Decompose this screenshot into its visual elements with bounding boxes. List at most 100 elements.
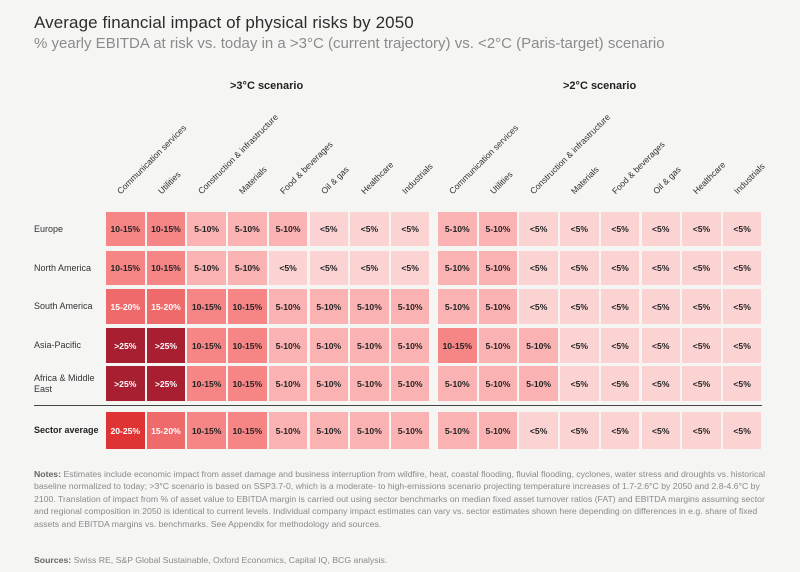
heatmap-cell: <5% [682, 251, 721, 285]
heatmap-cell: 5-10% [309, 412, 348, 449]
column-header-label: Communication services [114, 122, 189, 196]
heatmap-cell: 10-15% [106, 212, 145, 246]
column-header-label: Industrials [399, 161, 435, 196]
heatmap-cell: 10-15% [187, 412, 226, 449]
heatmap-cell: <5% [641, 328, 680, 363]
column-header-label: Communication services [446, 122, 521, 196]
heatmap-cell: <5% [350, 251, 389, 285]
heatmap-cell: >25% [146, 366, 186, 401]
notes-text: Estimates include economic impact from a… [34, 469, 766, 529]
heatmap-cell: <5% [560, 328, 599, 363]
heatmap-cell: >25% [106, 366, 145, 401]
heatmap-cell: 10-15% [187, 328, 226, 363]
heatmap-cell: 5-10% [478, 412, 518, 449]
heatmap-cell: 5-10% [268, 212, 308, 246]
column-header-label: Utilities [487, 169, 515, 196]
heatmap-cell: <5% [309, 251, 348, 285]
column-header-label: Oil & gas [650, 164, 683, 196]
chart-subtitle: % yearly EBITDA at risk vs. today in a >… [34, 35, 665, 52]
heatmap-cell: <5% [309, 212, 348, 246]
heatmap-cell: <5% [560, 251, 599, 285]
row-label: Africa & Middle East [34, 372, 95, 394]
row-label: South America [34, 301, 93, 311]
heatmap-cell: <5% [722, 251, 762, 285]
heatmap-cell: <5% [641, 251, 680, 285]
heatmap-cell: 5-10% [438, 251, 477, 285]
heatmap-cell: <5% [641, 412, 680, 449]
row-label: Sector average [34, 425, 99, 435]
heatmap-cell: 5-10% [350, 328, 389, 363]
column-header-label: Construction & infrastructure [196, 111, 281, 196]
column-header-label: Materials [237, 164, 269, 196]
heatmap-cell: 5-10% [438, 212, 477, 246]
heatmap-cell: <5% [268, 251, 308, 285]
heatmap-cell: <5% [641, 212, 680, 246]
heatmap-cell: <5% [722, 212, 762, 246]
column-header-label: Utilities [155, 169, 183, 196]
scenario-label-1: >2°C scenario [563, 80, 637, 92]
column-header-label: Materials [569, 164, 601, 196]
heatmap-cell: 5-10% [390, 412, 430, 449]
heatmap-cell: <5% [560, 412, 599, 449]
heatmap-cell: 10-15% [146, 251, 186, 285]
heatmap-cell: 20-25% [106, 412, 145, 449]
heatmap-cell: 5-10% [390, 328, 430, 363]
heatmap-cell: 5-10% [268, 289, 308, 324]
heatmap-cell: <5% [600, 251, 640, 285]
heatmap-cell: 10-15% [228, 289, 267, 324]
heatmap-cell: <5% [560, 212, 599, 246]
heatmap-cell: <5% [560, 289, 599, 324]
heatmap-cell: <5% [519, 251, 558, 285]
notes-label: Notes: [34, 469, 62, 479]
sector-average-divider [34, 405, 762, 406]
heatmap-cell: <5% [641, 366, 680, 401]
heatmap-cell: <5% [560, 366, 599, 401]
heatmap-cell: 5-10% [438, 366, 477, 401]
heatmap-cell: <5% [641, 289, 680, 324]
heatmap-cell: <5% [722, 412, 762, 449]
column-header-label: Oil & gas [318, 164, 351, 196]
heatmap-cell: 5-10% [478, 212, 518, 246]
heatmap-cell: 5-10% [228, 251, 267, 285]
heatmap-cell: <5% [722, 289, 762, 324]
heatmap-cell: 15-20% [146, 412, 186, 449]
heatmap-cell: 5-10% [187, 251, 226, 285]
heatmap-cell: <5% [682, 366, 721, 401]
sources: Sources: Swiss RE, S&P Global Sustainabl… [34, 555, 387, 565]
heatmap-cell: <5% [350, 212, 389, 246]
row-label: North America [34, 262, 92, 273]
row-label: Asia-Pacific [34, 340, 82, 350]
heatmap-cell: 5-10% [268, 366, 308, 401]
sources-text: Swiss RE, S&P Global Sustainable, Oxford… [73, 555, 388, 565]
heatmap-cell: <5% [722, 328, 762, 363]
heatmap-cell: 5-10% [309, 366, 348, 401]
chart-title: Average financial impact of physical ris… [34, 13, 414, 32]
heatmap-cell: <5% [600, 366, 640, 401]
heatmap-cell: <5% [682, 212, 721, 246]
heatmap-cell: 5-10% [350, 289, 389, 324]
heatmap-cell: 5-10% [309, 289, 348, 324]
heatmap-cell: 10-15% [438, 328, 477, 363]
heatmap-cell: <5% [600, 328, 640, 363]
heatmap-cell: <5% [600, 212, 640, 246]
heatmap-cell: 10-15% [228, 366, 267, 401]
heatmap-cell: 5-10% [390, 289, 430, 324]
heatmap-cell: 5-10% [478, 366, 518, 401]
heatmap-cell: >25% [106, 328, 145, 363]
heatmap-cell: 10-15% [187, 289, 226, 324]
heatmap-cell: 15-20% [146, 289, 186, 324]
heatmap-cell: <5% [682, 289, 721, 324]
row-label: Europe [34, 223, 64, 234]
heatmap-cell: 5-10% [478, 328, 518, 363]
heatmap-cell: 5-10% [268, 328, 308, 363]
heatmap-cell: 5-10% [268, 412, 308, 449]
heatmap-cell: <5% [390, 212, 430, 246]
heatmap-cell: 5-10% [519, 328, 558, 363]
heatmap-cell: <5% [519, 289, 558, 324]
sources-label: Sources: [34, 555, 72, 565]
heatmap-cell: 5-10% [519, 366, 558, 401]
column-header-label: Healthcare [359, 159, 396, 196]
heatmap-cell: 5-10% [478, 289, 518, 324]
heatmap-cell: 10-15% [146, 212, 186, 246]
heatmap-cell: <5% [682, 328, 721, 363]
